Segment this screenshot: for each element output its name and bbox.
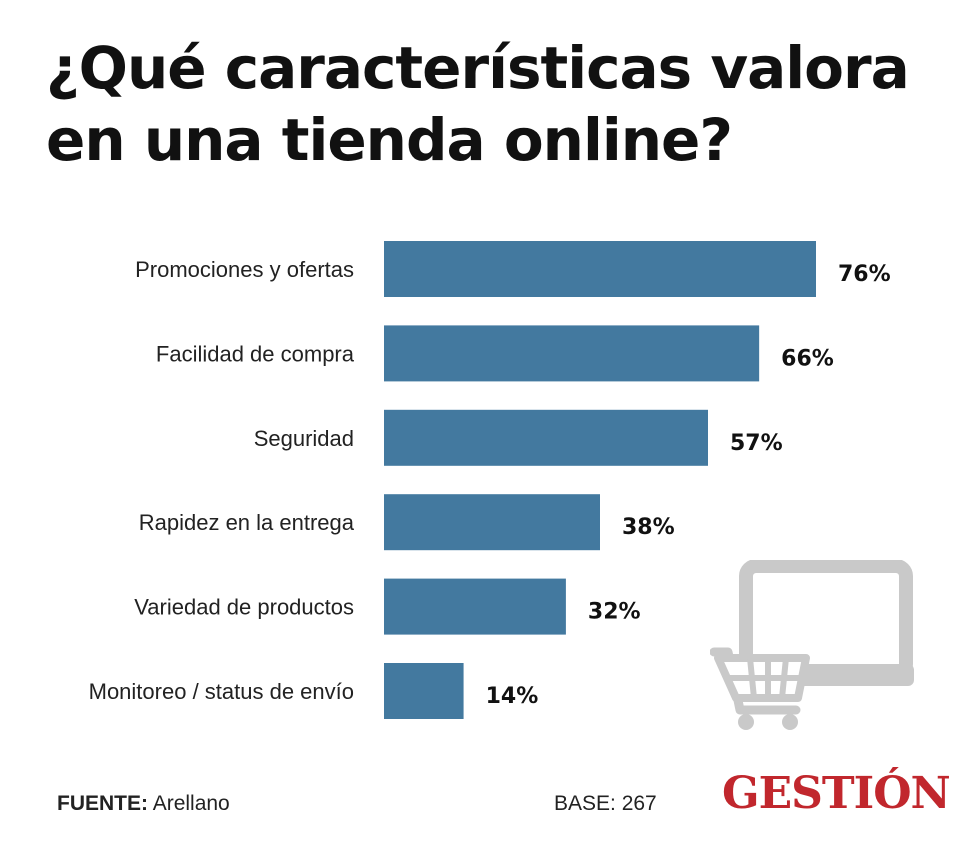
category-label-4: Rapidez en la entrega (139, 510, 355, 535)
chart-title: ¿Qué características valora en una tiend… (46, 34, 910, 174)
category-label-5: Variedad de productos (134, 595, 354, 620)
bar-6 (384, 663, 464, 719)
bar-5 (384, 578, 566, 635)
shopping-cart-icon (710, 647, 810, 730)
bar-4 (384, 494, 600, 551)
bar-3 (384, 409, 708, 466)
laptop-icon (739, 560, 914, 686)
category-label-6: Monitoreo / status de envío (89, 679, 354, 704)
value-label-4: 38% (622, 515, 675, 540)
sample-base: BASE: 267 (554, 792, 657, 815)
value-label-5: 32% (588, 600, 641, 625)
value-label-6: 14% (486, 684, 539, 709)
bar-2 (384, 325, 760, 382)
bar-1 (384, 241, 816, 297)
source-label: FUENTE: (57, 792, 148, 815)
value-label-2: 66% (781, 346, 834, 371)
gestion-logo: GESTIÓN (722, 768, 951, 819)
value-label-3: 57% (730, 431, 783, 456)
category-label-3: Seguridad (254, 426, 354, 451)
value-label-1: 76% (838, 262, 891, 287)
source-note: FUENTE: Arellano (57, 792, 230, 816)
category-label-2: Facilidad de compra (156, 341, 355, 366)
laptop-cart-illustration (710, 560, 914, 730)
category-label-1: Promociones y ofertas (135, 257, 354, 282)
source-value: Arellano (152, 792, 230, 815)
